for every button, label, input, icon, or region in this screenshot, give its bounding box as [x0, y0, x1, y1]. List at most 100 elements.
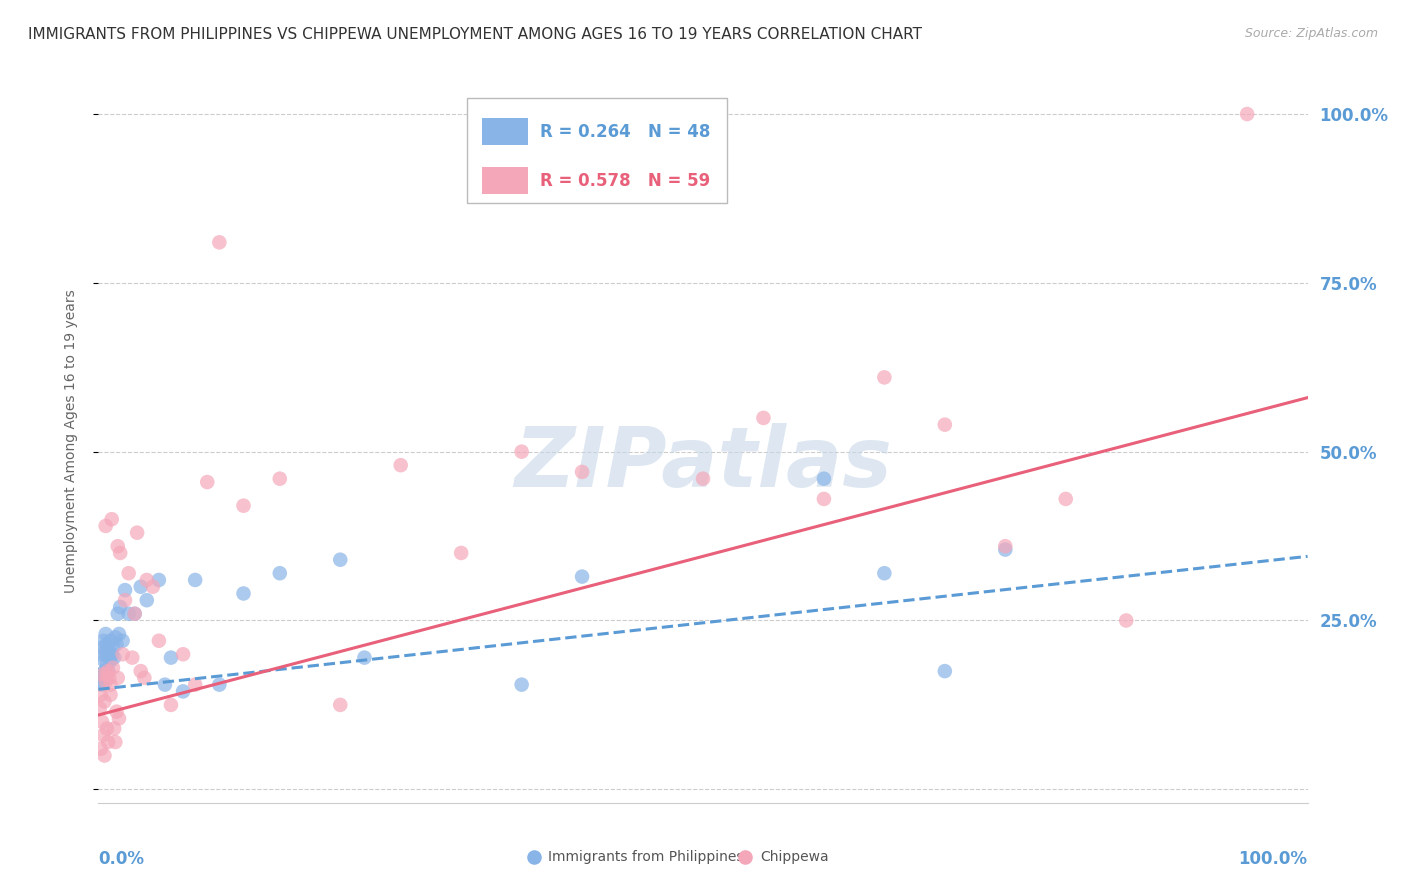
Point: [108, 627, 131, 641]
Point: [96, 722, 118, 736]
Point: [94, 519, 117, 533]
Point: [114, 593, 136, 607]
Point: [91, 678, 114, 692]
Point: [98, 671, 121, 685]
FancyBboxPatch shape: [482, 118, 527, 145]
Point: [184, 573, 207, 587]
Point: [97, 735, 120, 749]
Point: [1054, 491, 1077, 506]
Point: [172, 647, 194, 661]
Point: [329, 698, 352, 712]
Text: R = 0.264   N = 48: R = 0.264 N = 48: [540, 122, 710, 141]
Point: [692, 472, 714, 486]
Point: [107, 671, 129, 685]
Point: [269, 472, 291, 486]
Text: Immigrants from Philippines: Immigrants from Philippines: [548, 850, 744, 864]
Text: Source: ZipAtlas.com: Source: ZipAtlas.com: [1244, 27, 1378, 40]
Point: [121, 650, 143, 665]
Point: [523, 833, 546, 847]
Text: Chippewa: Chippewa: [759, 850, 828, 864]
Point: [994, 539, 1017, 553]
Point: [111, 647, 134, 661]
Point: [97, 644, 120, 658]
Point: [752, 411, 775, 425]
Point: [118, 566, 141, 581]
Point: [208, 235, 231, 250]
Point: [100, 633, 122, 648]
Point: [129, 664, 152, 678]
Point: [934, 417, 956, 432]
Point: [107, 539, 129, 553]
FancyBboxPatch shape: [482, 167, 527, 194]
Point: [97, 664, 120, 678]
Point: [118, 607, 141, 621]
Point: [172, 684, 194, 698]
Point: [571, 465, 593, 479]
Text: 100.0%: 100.0%: [1239, 850, 1308, 868]
Point: [1115, 614, 1137, 628]
Point: [94, 647, 117, 661]
Point: [160, 698, 183, 712]
Point: [107, 607, 129, 621]
Point: [93, 748, 115, 763]
Point: [94, 674, 117, 689]
Point: [93, 654, 115, 668]
Point: [103, 650, 125, 665]
Point: [101, 661, 124, 675]
Point: [208, 678, 231, 692]
Point: [510, 444, 533, 458]
Point: [571, 569, 593, 583]
Point: [124, 607, 146, 621]
Point: [100, 647, 122, 661]
Point: [134, 671, 156, 685]
Point: [100, 678, 122, 692]
Point: [100, 654, 122, 668]
Point: [232, 499, 254, 513]
Point: [148, 573, 170, 587]
Point: [91, 640, 114, 655]
Point: [103, 722, 125, 736]
Point: [108, 711, 131, 725]
Point: [734, 833, 756, 847]
Point: [631, 107, 654, 121]
Point: [90, 688, 112, 702]
Point: [389, 458, 412, 472]
Point: [195, 475, 218, 489]
Point: [111, 633, 134, 648]
Point: [813, 472, 835, 486]
Point: [91, 728, 114, 742]
Point: [873, 566, 896, 581]
Point: [98, 650, 121, 665]
Point: [89, 674, 111, 689]
Point: [91, 714, 114, 729]
Point: [97, 664, 120, 678]
Point: [135, 573, 157, 587]
Point: [93, 694, 115, 708]
Point: [101, 640, 124, 655]
Point: [96, 657, 118, 672]
Point: [90, 647, 112, 661]
Point: [100, 688, 122, 702]
Point: [108, 546, 131, 560]
Text: ZIPatlas: ZIPatlas: [515, 423, 891, 504]
Point: [89, 701, 111, 715]
Point: [510, 678, 533, 692]
Point: [100, 512, 122, 526]
Point: [114, 583, 136, 598]
Point: [104, 631, 127, 645]
Text: IMMIGRANTS FROM PHILIPPINES VS CHIPPEWA UNEMPLOYMENT AMONG AGES 16 TO 19 YEARS C: IMMIGRANTS FROM PHILIPPINES VS CHIPPEWA …: [28, 27, 922, 42]
Point: [934, 664, 956, 678]
Point: [96, 667, 118, 681]
Point: [353, 650, 375, 665]
Point: [184, 678, 207, 692]
Text: 0.0%: 0.0%: [98, 850, 145, 868]
Point: [94, 627, 117, 641]
Point: [124, 607, 146, 621]
Point: [232, 586, 254, 600]
Point: [142, 580, 165, 594]
Point: [148, 633, 170, 648]
Point: [96, 637, 118, 651]
Point: [91, 667, 114, 681]
Point: [994, 542, 1017, 557]
Point: [450, 546, 472, 560]
